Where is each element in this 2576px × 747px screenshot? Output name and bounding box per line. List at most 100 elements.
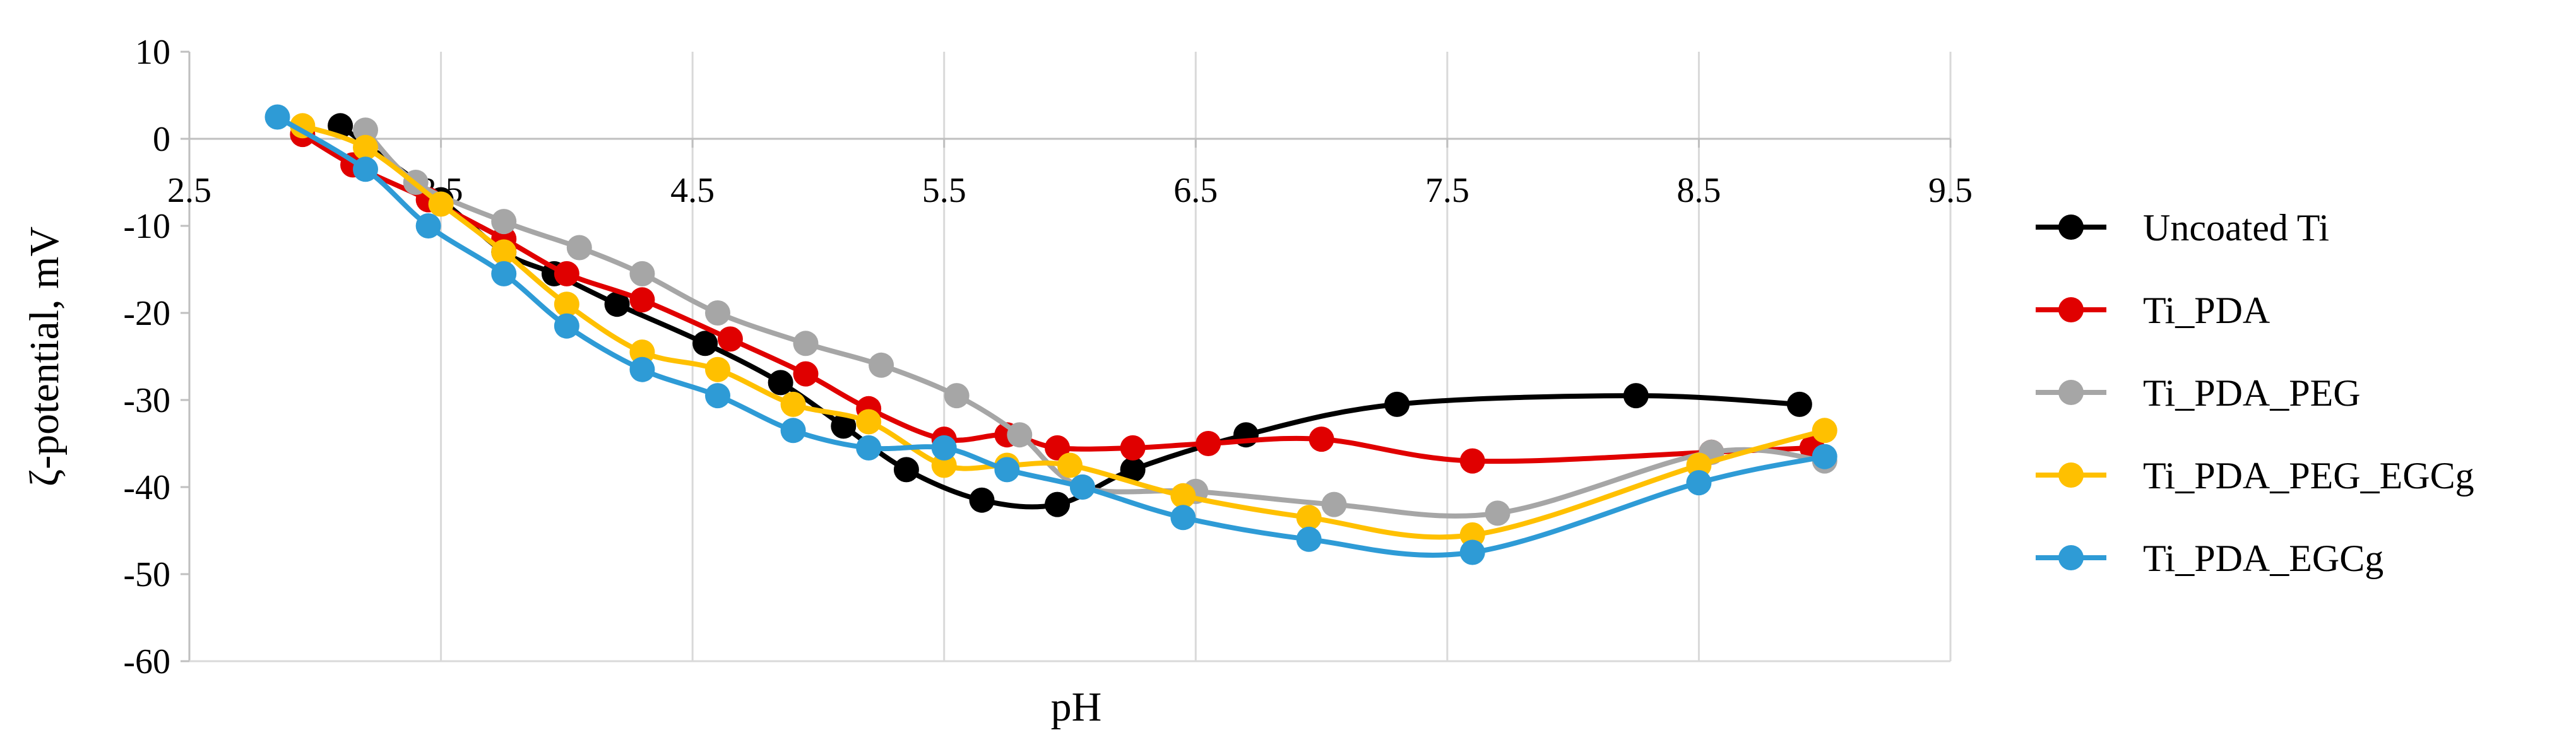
data-point [1686, 470, 1712, 496]
data-point [629, 261, 655, 286]
data-point [893, 457, 919, 483]
x-tick-label: 5.5 [922, 171, 966, 210]
data-point [705, 356, 730, 382]
data-point [1196, 431, 1221, 456]
data-point [717, 326, 743, 352]
x-tick-label: 2.5 [167, 171, 211, 210]
data-point [692, 331, 718, 356]
data-point [869, 352, 894, 378]
x-axis-title: pH [1051, 684, 1102, 730]
y-tick-label: -10 [123, 207, 170, 246]
data-point [931, 452, 957, 478]
y-tick-label: -30 [123, 381, 170, 420]
data-point [554, 291, 579, 317]
x-tick-label: 8.5 [1677, 171, 1721, 210]
data-point [1459, 522, 1485, 548]
x-tick-label: 4.5 [670, 171, 715, 210]
y-tick-label: -20 [123, 294, 170, 333]
data-point [1309, 426, 1334, 452]
series-Ti_PDA_EGCg [264, 104, 1837, 565]
data-point [491, 261, 517, 286]
data-point [264, 104, 290, 130]
data-point [856, 409, 882, 435]
y-tick-label: 0 [153, 120, 170, 159]
series-Ti_PDA_PEG_EGCg [290, 113, 1837, 548]
data-point [629, 356, 655, 382]
data-point [1170, 505, 1196, 531]
y-tick-label: -60 [123, 642, 170, 681]
data-point [1812, 418, 1837, 444]
legend-label: Ti_PDA_EGCg [2143, 538, 2383, 579]
data-point [1007, 422, 1033, 448]
data-point [1686, 452, 1712, 478]
series-Ti_PDA [290, 122, 1825, 474]
data-point [604, 291, 630, 317]
data-point [1296, 505, 1322, 531]
y-tick-label: -40 [123, 468, 170, 507]
data-point [491, 209, 517, 235]
series-layer [264, 104, 1837, 565]
data-point [768, 370, 793, 396]
y-axis-title: ζ-potential, mV [21, 226, 68, 486]
data-point [1384, 391, 1410, 417]
data-point [944, 383, 970, 409]
data-point [994, 457, 1020, 483]
legend-item: Uncoated Ti [2036, 207, 2329, 249]
data-point [931, 435, 957, 461]
legend-label: Ti_PDA [2143, 290, 2270, 331]
legend-label: Ti_PDA_PEG_EGCg [2143, 455, 2474, 497]
data-point [1485, 500, 1511, 526]
data-point [353, 134, 378, 160]
data-point [353, 156, 378, 182]
data-point [1120, 457, 1146, 483]
axes: 100-10-20-30-40-50-602.53.54.55.56.57.58… [123, 33, 1973, 681]
legend-label: Ti_PDA_PEG [2143, 372, 2361, 414]
legend-item: Ti_PDA [2036, 290, 2270, 331]
data-point [554, 313, 579, 339]
data-point [793, 361, 819, 387]
legend-item: Ti_PDA_PEG_EGCg [2036, 455, 2474, 497]
data-point [1459, 448, 1485, 474]
data-point [780, 418, 806, 444]
y-tick-label: 10 [135, 33, 170, 72]
data-point [1296, 526, 1322, 552]
legend-marker [2058, 545, 2084, 570]
data-point [554, 261, 579, 286]
legend-label: Uncoated Ti [2143, 207, 2329, 249]
y-tick-label: -50 [123, 555, 170, 594]
data-point [629, 339, 655, 365]
legend-marker [2058, 297, 2084, 322]
series-Ti_PDA_PEG [353, 117, 1837, 526]
data-point [1623, 383, 1649, 409]
data-point [566, 235, 592, 261]
data-point [1069, 474, 1095, 500]
data-point [1459, 539, 1485, 565]
data-point [856, 435, 882, 461]
legend-marker [2058, 380, 2084, 405]
data-point [1321, 491, 1347, 517]
data-point [705, 300, 730, 326]
legend-marker [2058, 462, 2084, 488]
data-point [353, 117, 378, 143]
data-point [491, 239, 517, 265]
data-point [1057, 452, 1083, 478]
plot-area [188, 52, 1952, 661]
data-point [1045, 435, 1071, 461]
data-point [1812, 444, 1837, 469]
x-tick-label: 6.5 [1173, 171, 1218, 210]
legend-marker [2058, 215, 2084, 240]
series-Uncoated Ti [328, 113, 1812, 517]
data-point [705, 383, 730, 409]
data-point [629, 287, 655, 313]
data-point [415, 213, 441, 238]
data-point [831, 413, 857, 439]
data-point [1120, 435, 1146, 461]
data-point [969, 487, 995, 513]
data-point [1786, 391, 1812, 417]
data-point [793, 331, 819, 356]
data-point [428, 191, 454, 217]
x-tick-label: 9.5 [1928, 171, 1973, 210]
legend: Uncoated Ti Ti_PDA Ti_PDA_PEG Ti_PDA_PEG_EG… [2036, 207, 2474, 579]
data-point [1045, 491, 1071, 517]
